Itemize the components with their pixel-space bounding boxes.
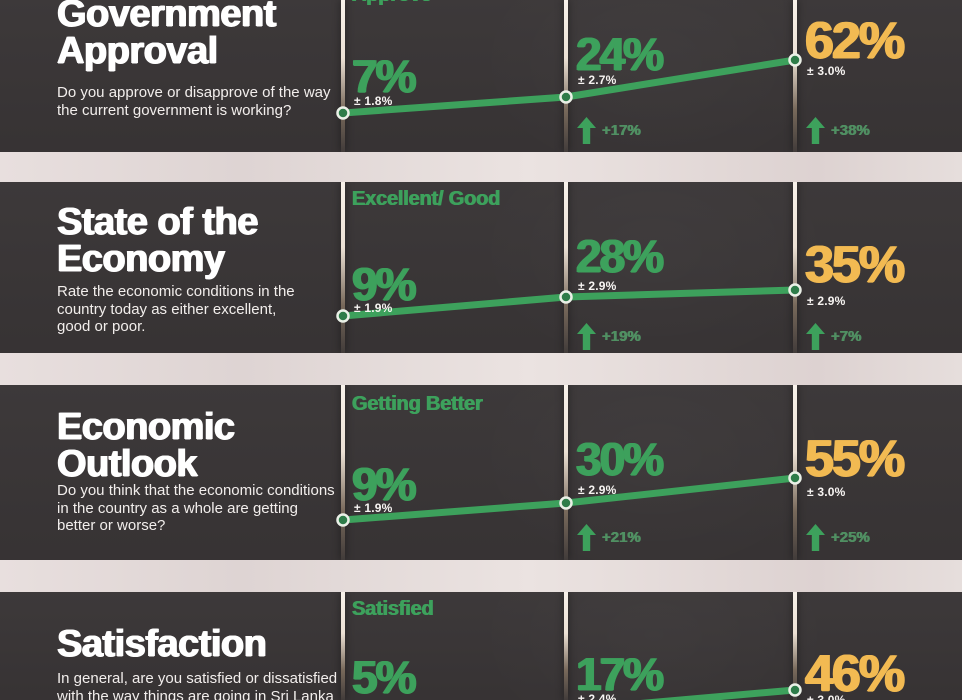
answer-label: Satisfied: [352, 598, 434, 620]
up-arrow-icon: [577, 117, 596, 144]
margin-of-error-wave2: ± 2.9%: [578, 279, 617, 293]
wave2-timeline-line: [564, 592, 568, 700]
margin-of-error-wave3: ± 3.0%: [807, 485, 846, 499]
section-question: Do you think that the economic condition…: [57, 482, 335, 534]
section-state-of-economy: State of the Economy Rate the economic c…: [0, 182, 962, 353]
value-wave3: 62%: [805, 12, 905, 70]
margin-of-error-wave2: ± 2.4%: [578, 692, 617, 700]
trend-line-chart: [336, 471, 802, 527]
up-arrow-icon: [806, 117, 825, 144]
up-arrow-icon: [577, 323, 596, 350]
trend-line-chart: [336, 283, 802, 323]
wave1-timeline-line: [341, 592, 345, 700]
wave2-timeline-line: [564, 0, 568, 152]
value-wave2: 17%: [576, 648, 664, 700]
change-value: +19%: [602, 328, 641, 345]
change-value: +25%: [831, 529, 870, 546]
answer-label: Approve: [352, 0, 432, 7]
value-wave2: 24%: [576, 28, 664, 80]
section-government-approval: Government Approval Do you approve or di…: [0, 0, 962, 152]
section-title: Satisfaction: [57, 623, 267, 665]
value-wave2: 28%: [576, 230, 664, 282]
answer-label: Excellent/ Good: [352, 188, 501, 210]
value-wave1: 9%: [352, 258, 417, 310]
up-arrow-icon: [806, 524, 825, 551]
trend-line-chart: [336, 53, 802, 120]
section-title: Government Approval: [57, 0, 276, 72]
change-wave3: +25%: [806, 524, 870, 551]
section-title: State of the Economy: [57, 201, 258, 280]
change-value: +7%: [831, 328, 862, 345]
wave1-timeline-line: [341, 0, 345, 152]
change-wave2: +17%: [577, 117, 641, 144]
section-question: Rate the economic conditions in the coun…: [57, 283, 295, 335]
margin-of-error-wave2: ± 2.7%: [578, 73, 617, 87]
section-economic-outlook: Economic Outlook Do you think that the e…: [0, 385, 962, 560]
wave1-timeline-line: [341, 182, 345, 353]
margin-of-error-wave3: ± 2.9%: [807, 294, 846, 308]
change-wave3: +38%: [806, 117, 870, 144]
change-wave3: +7%: [806, 323, 861, 350]
change-value: +17%: [602, 122, 641, 139]
wave1-timeline-line: [341, 385, 345, 560]
wave3-timeline-line: [793, 182, 797, 353]
value-wave3: 46%: [805, 645, 905, 700]
value-wave1: 9%: [352, 458, 417, 510]
answer-label: Getting Better: [352, 393, 483, 415]
trend-line-chart: [640, 683, 802, 700]
section-question: In general, are you satisfied or dissati…: [57, 670, 338, 700]
value-wave3: 35%: [805, 236, 905, 294]
wave2-timeline-line: [564, 182, 568, 353]
margin-of-error-wave1: ± 1.8%: [354, 94, 393, 108]
change-value: +38%: [831, 122, 870, 139]
change-wave2: +21%: [577, 524, 641, 551]
value-wave2: 30%: [576, 433, 664, 485]
change-value: +21%: [602, 529, 641, 546]
wave3-timeline-line: [793, 0, 797, 152]
section-satisfaction: Satisfaction In general, are you satisfi…: [0, 592, 962, 700]
section-title: Economic Outlook: [57, 406, 235, 485]
section-question: Do you approve or disapprove of the way …: [57, 84, 331, 119]
margin-of-error-wave2: ± 2.9%: [578, 483, 617, 497]
margin-of-error-wave1: ± 1.9%: [354, 301, 393, 315]
value-wave3: 55%: [805, 430, 905, 488]
wave3-timeline-line: [793, 592, 797, 700]
change-wave2: +19%: [577, 323, 641, 350]
value-wave1: 5%: [352, 651, 417, 700]
margin-of-error-wave3: ± 3.0%: [807, 693, 846, 700]
margin-of-error-wave1: ± 1.9%: [354, 501, 393, 515]
value-wave1: 7%: [352, 50, 417, 102]
wave2-timeline-line: [564, 385, 568, 560]
up-arrow-icon: [806, 323, 825, 350]
margin-of-error-wave3: ± 3.0%: [807, 64, 846, 78]
up-arrow-icon: [577, 524, 596, 551]
